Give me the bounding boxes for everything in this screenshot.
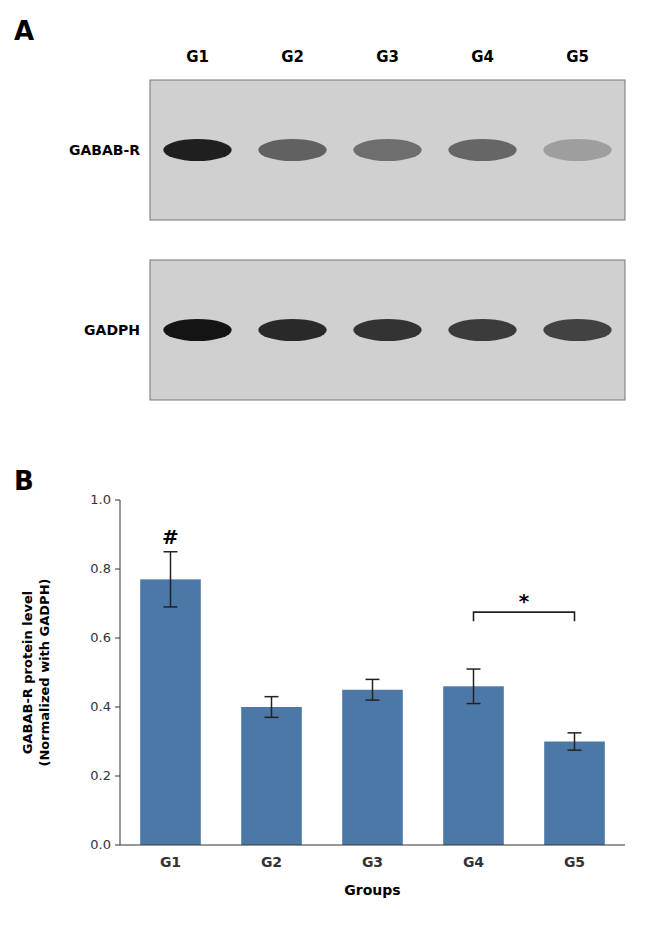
- band: [163, 139, 231, 161]
- band: [448, 139, 516, 161]
- error-cap: [467, 668, 481, 670]
- error-cap: [164, 606, 178, 608]
- bar: [544, 742, 605, 846]
- y-axis-label-line: (Normalized with GADPH): [37, 579, 52, 767]
- error-bar: [568, 733, 582, 750]
- y-tick-label: 0.0: [90, 837, 111, 852]
- band: [353, 139, 421, 161]
- band: [543, 139, 611, 161]
- bar: [342, 690, 403, 845]
- y-axis-label-line: GABAB-R protein level: [20, 591, 35, 754]
- error-cap: [366, 699, 380, 701]
- error-cap: [366, 679, 380, 681]
- y-axis-label: GABAB-R protein level(Normalized with GA…: [20, 579, 52, 767]
- y-tick-label: 0.2: [90, 768, 111, 783]
- error-line: [574, 733, 576, 750]
- lane-label: G3: [376, 48, 399, 66]
- x-axis-label: Groups: [344, 882, 400, 898]
- y-tick: [115, 638, 120, 639]
- y-tick: [115, 707, 120, 708]
- significance-label: *: [519, 589, 530, 613]
- y-tick: [115, 776, 120, 777]
- lane-label: G1: [186, 48, 209, 66]
- panel-label: B: [14, 466, 34, 496]
- lane-label: G4: [471, 48, 494, 66]
- y-tick: [115, 845, 120, 846]
- error-line: [170, 552, 172, 607]
- error-cap: [568, 749, 582, 751]
- x-tick-label: G3: [362, 854, 383, 870]
- lane-label: G2: [281, 48, 304, 66]
- background: [0, 0, 650, 930]
- significance-label: #: [162, 525, 179, 549]
- figure: A G1 G2 G3 G4 G5 GABAB-R GADPH B 0.0 0.2 0.4 0.6 0.8 1…: [0, 0, 650, 930]
- y-axis: [120, 500, 121, 845]
- bar: [443, 686, 504, 845]
- y-tick-label: 0.8: [90, 561, 111, 576]
- error-cap: [467, 703, 481, 705]
- error-line: [271, 697, 273, 718]
- blot-membrane: [150, 80, 625, 220]
- error-line: [372, 679, 374, 700]
- error-bar: [366, 679, 380, 700]
- error-bar: [467, 669, 481, 704]
- error-cap: [265, 696, 279, 698]
- error-bar: [265, 697, 279, 718]
- y-tick: [115, 569, 120, 570]
- blot-row: GADPH: [84, 260, 625, 400]
- y-tick-label: 0.4: [90, 699, 111, 714]
- x-axis: [120, 845, 625, 846]
- significance-bracket: [474, 612, 575, 621]
- y-tick-label: 1.0: [90, 492, 111, 507]
- panel-label: A: [14, 16, 34, 46]
- band: [353, 319, 421, 341]
- error-line: [473, 669, 475, 704]
- band: [258, 139, 326, 161]
- blot-row: GABAB-R: [69, 80, 625, 220]
- error-bar: [164, 552, 178, 607]
- x-tick-label: G4: [463, 854, 484, 870]
- error-cap: [265, 717, 279, 719]
- plot-area: [140, 552, 605, 845]
- error-cap: [568, 732, 582, 734]
- lane-label: G5: [566, 48, 589, 66]
- x-tick-label: G5: [564, 854, 585, 870]
- row-label: GABAB-R: [69, 142, 140, 158]
- band: [163, 319, 231, 341]
- y-tick-label: 0.6: [90, 630, 111, 645]
- error-cap: [164, 551, 178, 553]
- bar: [140, 579, 201, 845]
- band: [543, 319, 611, 341]
- row-label: GADPH: [84, 322, 140, 338]
- x-tick-label: G1: [160, 854, 181, 870]
- band: [258, 319, 326, 341]
- blot-membrane: [150, 260, 625, 400]
- x-tick-label: G2: [261, 854, 282, 870]
- band: [448, 319, 516, 341]
- bar: [241, 707, 302, 845]
- y-tick: [115, 500, 120, 501]
